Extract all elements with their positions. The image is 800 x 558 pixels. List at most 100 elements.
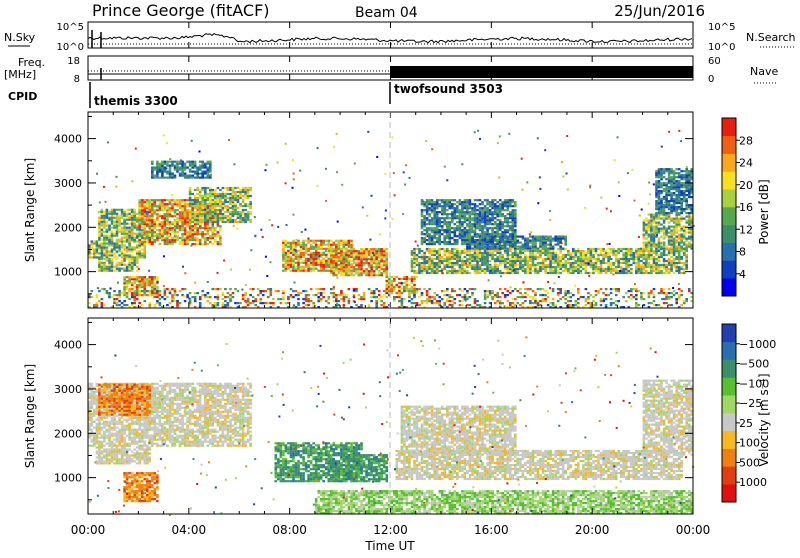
range-gate-cell [138,278,141,280]
range-gate-cell [438,219,441,221]
range-gate-cell [645,266,648,268]
range-gate-cell [663,234,666,236]
range-gate-cell [426,213,429,215]
range-gate-cell [98,223,101,225]
range-gate-cell [446,256,449,258]
range-gate-cell [338,244,341,246]
range-gate-cell [91,242,94,244]
range-gate-cell [219,243,222,245]
range-gate-cell [355,254,358,256]
range-gate-cell [116,231,119,233]
range-gate-cell [249,211,252,213]
range-gate-cell [176,223,179,225]
range-gate-cell [650,246,653,248]
range-gate-cell [449,243,452,245]
range-gate-cell [204,195,207,197]
range-gate-cell [633,258,636,260]
range-gate-cell [166,177,169,179]
range-gate-cell [628,248,631,250]
range-gate-cell [670,232,673,234]
range-gate-cell [680,200,683,202]
range-gate-cell [169,227,172,229]
range-gate-cell [156,161,159,163]
range-gate-cell [685,264,688,266]
range-gate-cell [98,235,101,237]
range-gate-cell [330,248,333,250]
range-gate-cell [479,211,482,213]
range-gate-cell [489,235,492,237]
range-gate-cell [461,235,464,237]
range-gate-cell [232,211,235,213]
range-gate-cell [118,250,121,252]
range-gate-cell [151,229,154,231]
range-gate-cell [670,242,673,244]
range-gate-cell [527,240,530,242]
range-gate-cell [411,286,414,288]
range-gate-cell [441,207,444,209]
range-gate-cell [141,211,144,213]
range-gate-cell [466,248,469,250]
range-gate-cell [363,262,366,264]
range-gate-cell [201,189,204,191]
range-gate-cell [171,223,174,225]
range-gate-cell [297,240,300,242]
range-gate-cell [290,250,293,252]
range-gate-cell [146,203,149,205]
range-gate-cell [678,184,681,186]
range-gate-cell [486,223,489,225]
range-gate-cell [663,258,666,260]
range-gate-cell [517,256,520,258]
range-gate-cell [227,197,230,199]
range-gate-cell [131,211,134,213]
range-gate-cell [189,223,192,225]
range-gate-cell [411,254,414,256]
range-gate-cell [668,262,671,264]
range-gate-cell [199,239,202,241]
range-gate-cell [507,203,510,205]
range-gate-cell [653,238,656,240]
range-gate-cell [98,246,101,248]
range-gate-cell [219,215,222,217]
range-gate-cell [126,227,129,229]
range-gate-cell [443,223,446,225]
range-gate-cell [436,207,439,209]
range-gate-cell [343,246,346,248]
range-gate-cell [423,203,426,205]
range-gate-cell [212,189,215,191]
range-gate-cell [670,198,673,200]
range-gate-cell [459,256,462,258]
range-gate-cell [244,205,247,207]
range-gate-cell [406,278,409,280]
range-gate-cell [514,203,517,205]
range-gate-cell [678,212,681,214]
range-gate-cell [680,250,683,252]
range-gate-cell [207,243,210,245]
range-gate-cell [138,252,141,254]
range-gate-cell [471,260,474,262]
range-gate-cell [207,219,210,221]
range-gate-cell [386,260,389,262]
range-gate-cell [615,270,618,272]
range-gate-cell [564,242,567,244]
range-gate-cell [580,258,583,260]
range-gate-cell [144,250,147,252]
range-gate-cell [484,219,487,221]
range-gate-cell [333,268,336,270]
range-gate-cell [645,246,648,248]
range-gate-cell [557,256,560,258]
range-gate-cell [111,270,114,272]
range-gate-cell [358,254,361,256]
range-gate-cell [670,170,673,172]
range-gate-cell [658,190,661,192]
range-gate-cell [529,266,532,268]
range-gate-cell [285,242,288,244]
range-gate-cell [668,186,671,188]
range-gate-cell [670,240,673,242]
range-gate-cell [146,211,149,213]
range-gate-cell [373,260,376,262]
range-gate-cell [529,256,532,258]
range-gate-cell [171,237,174,239]
range-gate-cell [648,258,651,260]
range-gate-cell [217,195,220,197]
range-gate-cell [426,260,429,262]
